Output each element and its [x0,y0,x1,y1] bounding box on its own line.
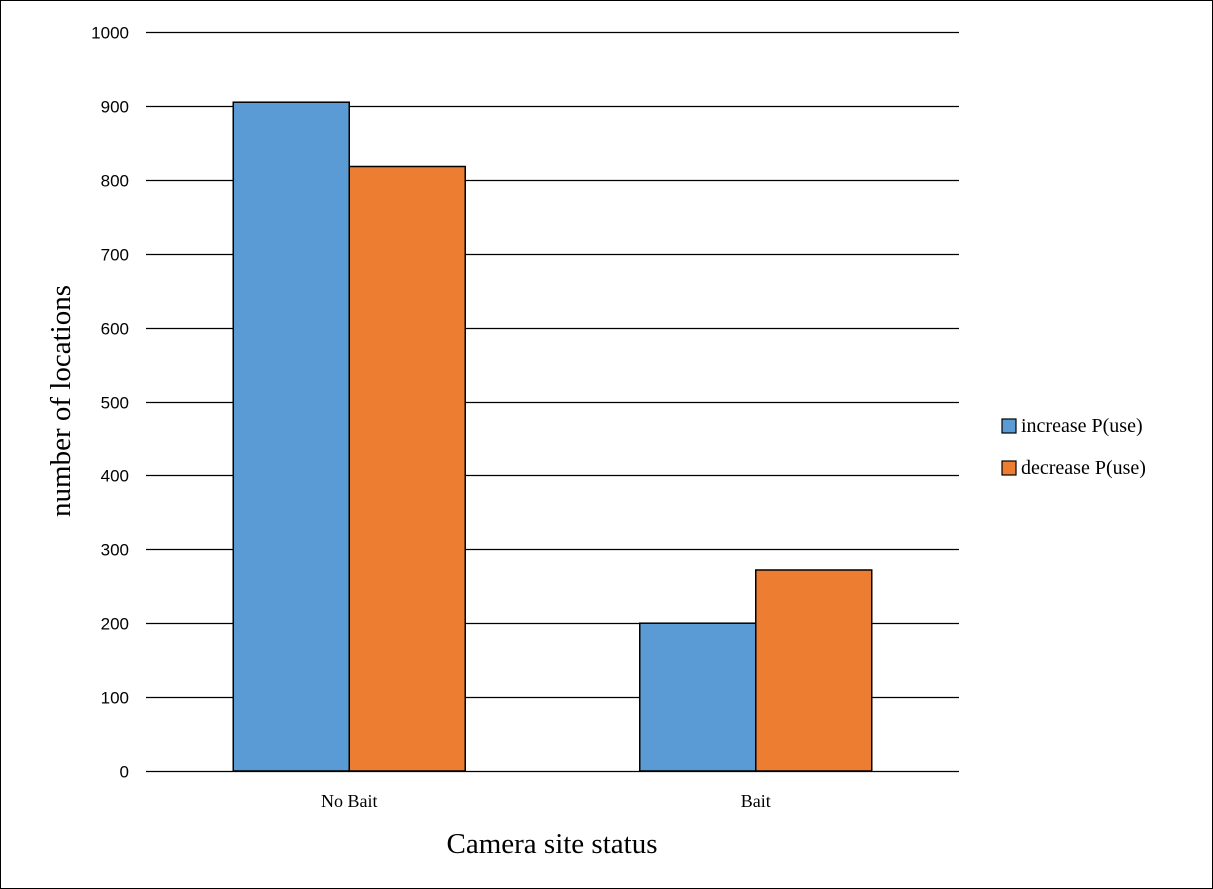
legend-swatch [1001,418,1017,434]
legend-label: increase P(use) [1021,415,1143,437]
legend: increase P(use) decrease P(use) [1001,415,1146,479]
x-axis-title: Camera site status [446,828,657,860]
legend-label: decrease P(use) [1021,457,1146,479]
bar-no-bait-increase [232,101,350,772]
y-tick-label: 300 [101,541,129,560]
y-axis-tick-labels: 0 100 200 300 400 500 600 700 800 900 1000 [91,24,129,782]
y-tick-label: 600 [101,320,129,339]
y-tick-label: 500 [101,394,129,413]
y-tick-label: 100 [101,689,129,708]
y-tick-label: 400 [101,467,129,486]
bars [232,101,873,772]
y-tick-label: 0 [120,763,129,782]
y-tick-label: 900 [101,98,129,117]
bar-bait-decrease [755,569,873,772]
y-axis-title: number of locations [45,285,77,517]
legend-swatch [1001,460,1017,476]
x-category-label: Bait [741,791,771,811]
y-tick-label: 700 [101,246,129,265]
x-axis-category-labels: No Bait Bait [321,791,771,811]
y-tick-label: 800 [101,172,129,191]
bar-no-bait-decrease [348,165,466,772]
bar-bait-increase [639,622,757,772]
x-category-label: No Bait [321,791,378,811]
y-tick-label: 1000 [91,24,129,43]
y-tick-label: 200 [101,615,129,634]
